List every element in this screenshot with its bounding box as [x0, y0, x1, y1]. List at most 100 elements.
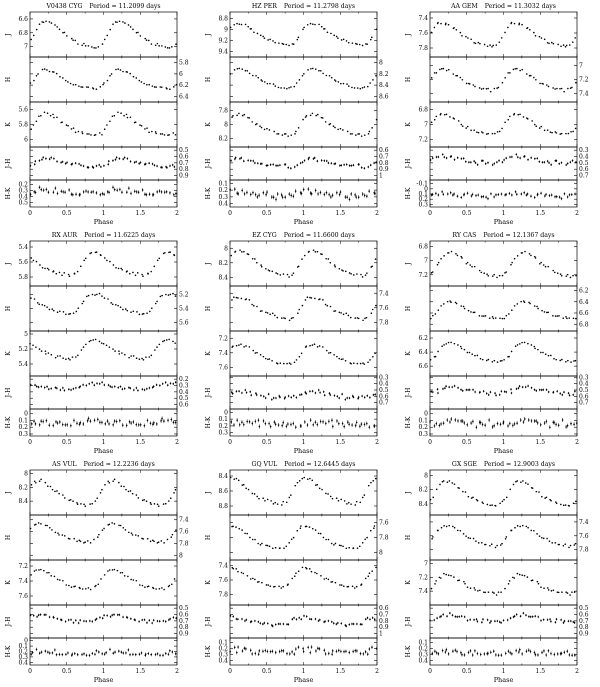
data-point	[98, 292, 101, 295]
data-point	[90, 251, 93, 254]
data-point	[309, 477, 311, 480]
data-point	[443, 156, 446, 158]
data-point	[43, 111, 46, 114]
data-point	[81, 86, 84, 88]
data-point	[350, 503, 352, 505]
data-point	[568, 546, 570, 549]
data-point	[163, 542, 165, 544]
data-point	[256, 32, 259, 35]
y-tick-label: 5.4	[179, 306, 189, 313]
data-point	[342, 129, 344, 131]
data-point	[229, 476, 232, 479]
y-tick-label: 0.7	[579, 618, 589, 625]
data-point	[62, 387, 64, 389]
data-point	[346, 83, 348, 85]
data-point	[233, 424, 235, 426]
data-point	[61, 274, 63, 277]
data-point	[375, 566, 377, 569]
y-tick-label: 7	[424, 560, 428, 567]
data-point	[304, 116, 307, 118]
data-point	[431, 537, 433, 540]
data-point	[558, 315, 560, 317]
data-point	[497, 591, 500, 593]
data-point	[481, 621, 483, 624]
plot-box-J-H	[429, 146, 578, 181]
data-point	[454, 649, 457, 651]
data-point	[266, 622, 269, 625]
data-point	[521, 574, 523, 576]
data-point	[265, 193, 267, 196]
data-point	[120, 485, 123, 488]
y-tick-label: 7.6	[179, 529, 189, 536]
data-point	[461, 257, 463, 259]
data-point	[281, 196, 284, 198]
y-axis-label: H	[5, 77, 12, 82]
star-name: RX AUR	[52, 232, 78, 239]
data-point	[496, 544, 498, 547]
data-point	[547, 589, 550, 591]
y-tick-label: 8	[424, 473, 428, 480]
data-point	[463, 307, 466, 310]
data-point	[156, 503, 159, 506]
data-point	[357, 396, 360, 398]
data-point	[135, 494, 138, 496]
data-point	[496, 161, 498, 163]
data-point	[243, 647, 246, 650]
data-point	[347, 585, 350, 588]
data-point	[73, 652, 76, 655]
data-point	[512, 424, 514, 427]
data-point	[501, 317, 504, 320]
data-point	[250, 27, 253, 30]
data-point	[297, 265, 300, 268]
data-point	[54, 187, 57, 189]
data-point	[272, 83, 275, 85]
data-point	[483, 272, 486, 275]
data-point	[477, 194, 480, 196]
data-point	[257, 419, 260, 422]
data-point	[229, 188, 231, 191]
data-point	[533, 388, 536, 391]
data-point	[112, 652, 115, 655]
data-point	[453, 118, 456, 120]
data-point	[113, 523, 116, 525]
y-tick-label: 0.8	[379, 618, 389, 625]
data-point	[155, 588, 157, 590]
data-point	[353, 362, 355, 365]
y-tick-label: 7.8	[218, 591, 228, 598]
data-point	[461, 125, 464, 127]
data-point	[149, 540, 152, 543]
data-point	[342, 313, 345, 316]
data-point	[250, 620, 253, 623]
data-point	[501, 274, 504, 277]
data-point	[354, 504, 357, 506]
data-point	[262, 497, 264, 500]
data-point	[84, 541, 86, 543]
data-point	[267, 269, 270, 271]
data-point	[43, 68, 46, 70]
data-point	[79, 193, 81, 196]
y-tick-label: 6.4	[579, 299, 589, 306]
data-point	[173, 86, 175, 88]
data-point	[278, 395, 281, 397]
data-point	[457, 387, 459, 389]
data-point	[157, 505, 160, 507]
data-point	[288, 496, 291, 499]
data-point	[319, 618, 321, 621]
data-point	[135, 31, 138, 34]
data-point	[287, 135, 289, 137]
data-point	[245, 487, 247, 490]
data-point	[102, 342, 105, 345]
data-point	[359, 425, 361, 428]
data-point	[481, 423, 484, 426]
data-point	[161, 417, 163, 420]
data-point	[469, 587, 472, 590]
data-point	[151, 85, 154, 87]
data-point	[484, 543, 487, 546]
data-point	[451, 482, 454, 484]
data-point	[449, 191, 452, 194]
data-point	[68, 388, 70, 391]
data-point	[540, 351, 542, 354]
x-tick-label: 1.5	[135, 668, 145, 675]
data-point	[38, 115, 40, 118]
data-point	[156, 346, 158, 348]
